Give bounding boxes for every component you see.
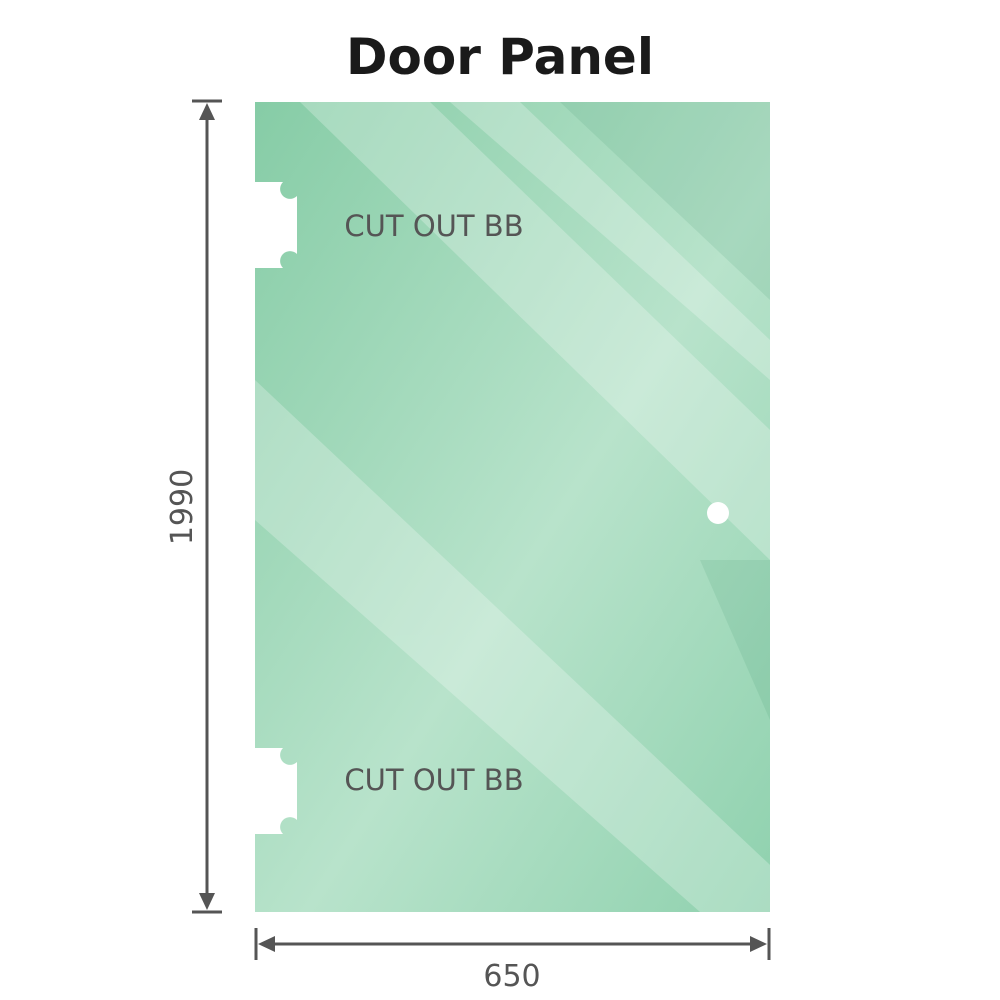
width-dimension-line [254, 928, 771, 960]
diagram-title: Door Panel [346, 28, 654, 86]
glass-panel [255, 102, 770, 912]
height-label: 1990 [165, 469, 200, 545]
cutout-label-bottom: CUT OUT BB [344, 763, 523, 797]
cutout-label-top: CUT OUT BB [344, 209, 523, 243]
handle-hole [707, 502, 729, 524]
height-dimension-line [192, 99, 222, 914]
cutout-top [255, 182, 297, 268]
width-label: 650 [483, 959, 540, 994]
cutout-bottom [255, 748, 297, 834]
